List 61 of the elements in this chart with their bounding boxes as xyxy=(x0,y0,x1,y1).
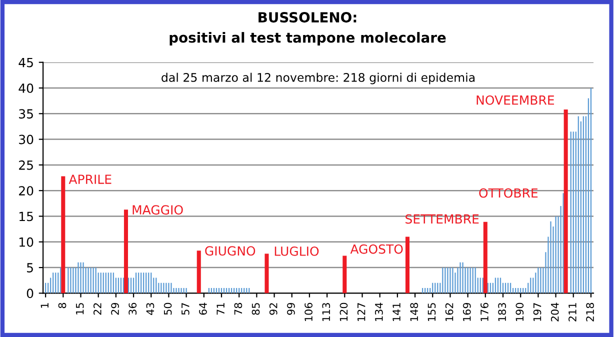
x-tick-label: 204 xyxy=(550,302,559,322)
x-tick-label: 78 xyxy=(234,302,242,315)
y-tick-label: 5 xyxy=(27,263,33,272)
x-tick-label: 8 xyxy=(58,302,66,308)
x-tick-label: 29 xyxy=(111,302,119,315)
x-tick-label: 176 xyxy=(480,302,488,321)
annotation: GIUGNO xyxy=(205,246,256,256)
x-tick-label: 36 xyxy=(128,302,137,315)
x-tick-label: 1 xyxy=(40,303,48,308)
y-tick-label: 35 xyxy=(19,109,33,119)
x-tick-label: 50 xyxy=(164,302,172,315)
x-tick-label: 162 xyxy=(445,303,454,321)
y-tick-label: 45 xyxy=(18,58,33,68)
x-tick-label: 92 xyxy=(269,303,278,315)
bar xyxy=(564,110,568,294)
bar xyxy=(405,236,410,294)
x-tick-label: 85 xyxy=(252,303,260,315)
annotation: AGOSTO xyxy=(350,244,403,254)
annotation: MAGGIO xyxy=(132,205,183,215)
x-tick-label: 190 xyxy=(516,302,524,321)
x-tick-label: 169 xyxy=(462,302,471,321)
bar xyxy=(342,256,347,294)
bar xyxy=(196,250,201,294)
x-tick-label: 127 xyxy=(357,303,366,321)
x-tick-label: 218 xyxy=(586,302,594,322)
y-tick-label: 0 xyxy=(26,288,34,298)
x-tick-label: 15 xyxy=(76,303,84,314)
bar xyxy=(264,254,269,294)
y-tick-label: 15 xyxy=(19,212,33,222)
y-tick-label: 40 xyxy=(18,83,34,93)
annotation: APRILE xyxy=(68,174,112,184)
y-tick-label: 25 xyxy=(19,160,33,170)
x-tick-label: 113 xyxy=(322,303,330,321)
x-tick-label: 71 xyxy=(216,303,224,315)
x-tick-label: 64 xyxy=(199,302,207,315)
chart-subtitle: positivi al test tampone molecolare xyxy=(170,32,446,46)
x-tick-label: 183 xyxy=(498,303,506,321)
annotation: LUGLIO xyxy=(274,246,319,256)
x-tick-label: 120 xyxy=(340,302,348,321)
x-tick-label: 134 xyxy=(374,302,383,321)
annotation: SETTEMBRE xyxy=(406,214,479,224)
x-tick-label: 43 xyxy=(146,303,154,315)
annotation: OTTOBRE xyxy=(479,188,538,198)
bar xyxy=(483,222,488,294)
x-tick-label: 57 xyxy=(182,303,190,315)
x-tick-label: 22 xyxy=(93,303,102,315)
y-tick-label: 20 xyxy=(19,186,34,196)
x-tick-label: 148 xyxy=(410,302,418,321)
chart-title: BUSSOLENO: xyxy=(258,12,356,23)
bar xyxy=(61,176,66,294)
x-tick-label: 155 xyxy=(428,303,436,321)
x-tick-label: 211 xyxy=(568,303,576,322)
x-tick-label: 141 xyxy=(392,303,400,321)
y-tick-label: 30 xyxy=(19,134,34,144)
y-tick-label: 10 xyxy=(19,237,34,247)
annotation: NOVEEMBRE xyxy=(476,95,554,105)
x-tick-label: 99 xyxy=(287,302,295,315)
x-tick-label: 106 xyxy=(304,302,312,321)
annotation: dal 25 marzo al 12 novembre: 218 giorni di epidemia xyxy=(162,72,475,84)
bar xyxy=(124,210,128,294)
x-tick-label: 197 xyxy=(533,303,542,321)
